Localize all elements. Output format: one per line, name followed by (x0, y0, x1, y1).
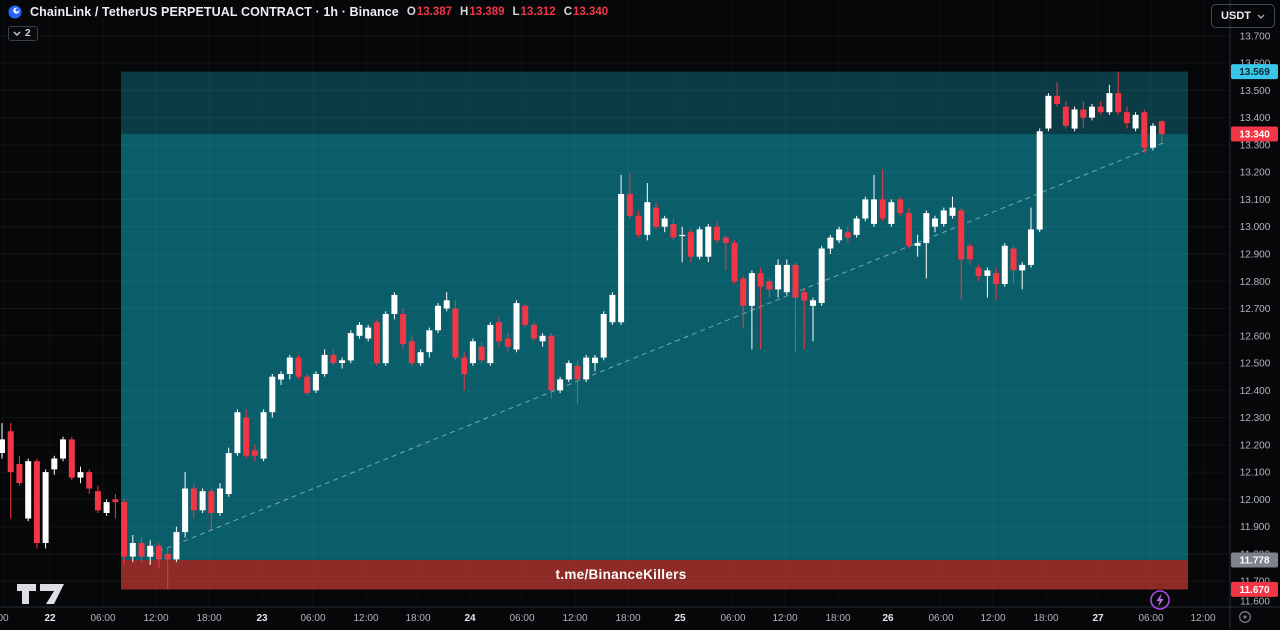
indicator-count: 2 (25, 28, 31, 39)
price-label-11.778 (1231, 552, 1278, 568)
zone-stop-band (121, 560, 1188, 590)
trendline (149, 142, 1164, 556)
svg-text:18:00: 18:00 (405, 613, 430, 624)
close-value: 13.340 (573, 6, 609, 18)
low-value: 13.312 (520, 6, 556, 18)
svg-text:18:00: 18:00 (1033, 613, 1058, 624)
svg-text:27: 27 (1092, 613, 1104, 624)
axis-settings-icon[interactable] (1237, 609, 1253, 630)
svg-text:13.500: 13.500 (1240, 86, 1271, 97)
svg-text:06:00: 06:00 (300, 613, 325, 624)
svg-text:18:00: 18:00 (825, 613, 850, 624)
high-label: H (460, 6, 469, 18)
low-label: L (512, 6, 520, 18)
svg-text:12.900: 12.900 (1240, 250, 1271, 261)
svg-text:00: 00 (0, 613, 9, 624)
svg-text:12.500: 12.500 (1240, 359, 1271, 370)
chevron-down-icon (13, 31, 21, 36)
svg-text:22: 22 (44, 613, 56, 624)
currency-selector-button[interactable]: USDT (1211, 4, 1275, 28)
chart-legend: ChainLink / TetherUS PERPETUAL CONTRACT … (8, 5, 608, 19)
price-label-11.670 (1231, 581, 1278, 597)
svg-text:13.340: 13.340 (1239, 130, 1270, 141)
svg-text:06:00: 06:00 (720, 613, 745, 624)
zone-main-band (121, 134, 1188, 560)
svg-text:12.400: 12.400 (1240, 386, 1271, 397)
svg-text:12.200: 12.200 (1240, 440, 1271, 451)
svg-text:13.200: 13.200 (1240, 168, 1271, 179)
lightning-icon[interactable] (1149, 589, 1171, 616)
svg-text:23: 23 (256, 613, 268, 624)
currency-label: USDT (1221, 10, 1251, 22)
price-label-13.569 (1231, 64, 1278, 80)
svg-text:26: 26 (882, 613, 894, 624)
zone-upper-band (121, 71, 1188, 134)
svg-text:12.300: 12.300 (1240, 413, 1271, 424)
open-label: O (406, 6, 416, 18)
svg-text:12:00: 12:00 (353, 613, 378, 624)
svg-text:11.600: 11.600 (1240, 597, 1270, 608)
svg-text:11.778: 11.778 (1239, 556, 1269, 567)
indicators-collapsed-badge[interactable]: 2 (8, 26, 38, 41)
svg-text:06:00: 06:00 (1138, 613, 1163, 624)
symbol-title[interactable]: ChainLink / TetherUS PERPETUAL CONTRACT … (30, 5, 399, 19)
svg-text:13.700: 13.700 (1240, 31, 1271, 42)
tradingview-logo[interactable] (16, 583, 66, 610)
svg-text:18:00: 18:00 (196, 613, 221, 624)
svg-text:12:00: 12:00 (980, 613, 1005, 624)
svg-text:13.300: 13.300 (1240, 140, 1271, 151)
open-value: 13.387 (416, 6, 452, 18)
svg-text:13.400: 13.400 (1240, 113, 1271, 124)
svg-text:06:00: 06:00 (509, 613, 534, 624)
svg-text:12:00: 12:00 (562, 613, 587, 624)
svg-text:24: 24 (464, 613, 476, 624)
svg-text:12.700: 12.700 (1240, 304, 1271, 315)
close-label: C (563, 6, 573, 18)
svg-text:12:00: 12:00 (143, 613, 168, 624)
svg-text:12:00: 12:00 (1190, 613, 1215, 624)
svg-text:06:00: 06:00 (928, 613, 953, 624)
svg-text:13.000: 13.000 (1240, 222, 1271, 233)
svg-text:12.000: 12.000 (1240, 495, 1271, 506)
ohlc-readout: O 13.387 H 13.389 L 13.312 C 13.340 (407, 6, 608, 18)
svg-text:12.100: 12.100 (1240, 468, 1271, 479)
svg-text:12.600: 12.600 (1240, 331, 1271, 342)
svg-text:12.800: 12.800 (1240, 277, 1271, 288)
svg-text:11.900: 11.900 (1240, 522, 1270, 533)
svg-text:13.569: 13.569 (1239, 67, 1270, 78)
high-value: 13.389 (469, 6, 505, 18)
chainlink-logo-icon (8, 5, 22, 19)
svg-text:06:00: 06:00 (90, 613, 115, 624)
price-label-13.340 (1231, 126, 1278, 142)
chevron-down-icon (1257, 14, 1265, 19)
svg-text:18:00: 18:00 (615, 613, 640, 624)
svg-text:25: 25 (674, 613, 686, 624)
svg-text:11.670: 11.670 (1239, 585, 1269, 596)
svg-text:12:00: 12:00 (772, 613, 797, 624)
svg-text:13.100: 13.100 (1240, 195, 1271, 206)
